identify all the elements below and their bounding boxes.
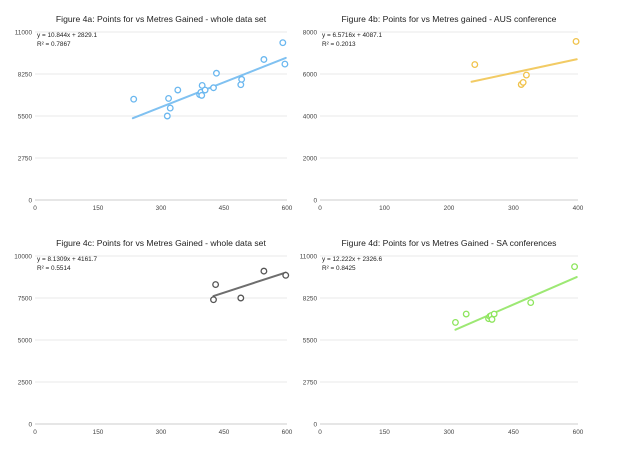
data-point	[260, 267, 268, 275]
data-point	[163, 112, 171, 120]
data-point	[527, 299, 535, 307]
y-tick-label: 10000	[14, 254, 32, 261]
y-tick-label: 5500	[18, 114, 33, 121]
x-tick-label: 0	[318, 205, 322, 212]
y-tick-label: 8250	[18, 72, 33, 79]
trendline-equation: y = 6.5716x + 4087.1	[322, 32, 382, 39]
x-tick-label: 200	[444, 205, 455, 212]
r-squared-label: R² = 0.7867	[37, 41, 71, 48]
chart-figure-4a: Figure 4a: Points for vs Metres Gained -…	[15, 14, 293, 212]
y-tick-label: 2500	[18, 380, 33, 387]
data-point	[572, 38, 580, 45]
y-tick-label: 4000	[303, 114, 318, 121]
x-tick-label: 600	[573, 429, 584, 436]
y-tick-label: 2750	[18, 156, 33, 163]
x-tick-label: 0	[318, 429, 322, 436]
chart-title-4c: Figure 4c: Points for vs Metres Gained -…	[56, 238, 266, 248]
data-point	[212, 69, 220, 77]
data-point	[237, 81, 245, 89]
y-tick-label: 0	[28, 198, 32, 205]
trendline-equation: y = 10.844x + 2829.1	[37, 32, 97, 39]
data-point	[201, 86, 209, 94]
x-tick-label: 150	[93, 205, 104, 212]
y-tick-label: 6000	[303, 72, 318, 79]
trendline-equation: y = 12.222x + 2326.6	[322, 256, 382, 263]
y-tick-label: 5500	[303, 338, 318, 345]
data-point	[279, 39, 287, 47]
trendline	[454, 276, 578, 331]
x-tick-label: 600	[282, 429, 293, 436]
data-point	[452, 318, 459, 326]
y-tick-label: 11000	[15, 30, 33, 37]
data-point	[130, 95, 138, 103]
data-point	[198, 91, 206, 99]
r-squared-label: R² = 0.2013	[322, 41, 356, 48]
chart-figure-4d: Figure 4d: Points for vs Metres Gained -…	[300, 238, 584, 436]
trendline-equation: y = 8.1309x + 4161.7	[37, 256, 97, 263]
y-tick-label: 5000	[18, 338, 33, 345]
r-squared-label: R² = 0.8425	[322, 265, 356, 272]
data-point	[165, 94, 173, 102]
x-tick-label: 300	[156, 205, 167, 212]
y-tick-label: 2000	[303, 156, 318, 163]
data-point	[571, 263, 579, 271]
y-tick-label: 0	[313, 198, 317, 205]
y-tick-label: 7500	[18, 296, 33, 303]
chart-title-4b: Figure 4b: Points for vs Metres gained -…	[342, 14, 557, 24]
chart-figure-4c: Figure 4c: Points for vs Metres Gained -…	[14, 238, 293, 436]
x-tick-label: 300	[444, 429, 455, 436]
data-point	[238, 75, 246, 83]
y-tick-label: 0	[28, 422, 32, 429]
chart-title-4a: Figure 4a: Points for vs Metres Gained -…	[56, 14, 267, 24]
data-point	[281, 60, 289, 68]
data-point	[260, 56, 268, 63]
data-point	[212, 281, 220, 289]
x-tick-label: 100	[379, 205, 390, 212]
chart-figure-4b: Figure 4b: Points for vs Metres gained -…	[303, 14, 584, 212]
x-tick-label: 400	[573, 205, 584, 212]
data-point	[282, 271, 290, 279]
x-tick-label: 0	[33, 429, 37, 436]
r-squared-label: R² = 0.5514	[37, 265, 71, 272]
data-point	[471, 61, 479, 69]
x-tick-label: 150	[93, 429, 104, 436]
x-tick-label: 150	[379, 429, 390, 436]
x-tick-label: 300	[156, 429, 167, 436]
x-tick-label: 600	[282, 205, 293, 212]
data-point	[519, 78, 527, 86]
data-point	[174, 86, 182, 94]
data-point	[166, 104, 174, 112]
trendline	[470, 58, 578, 83]
y-tick-label: 8000	[303, 30, 318, 37]
data-point	[210, 296, 217, 304]
x-tick-label: 300	[508, 205, 519, 212]
y-tick-label: 11000	[300, 254, 318, 261]
data-point	[237, 294, 245, 302]
trendline	[212, 271, 287, 298]
x-tick-label: 450	[219, 429, 230, 436]
data-point	[462, 310, 470, 318]
x-tick-label: 0	[33, 205, 37, 212]
y-tick-label: 2750	[303, 380, 318, 387]
data-point	[490, 310, 498, 318]
chart-title-4d: Figure 4d: Points for vs Metres Gained -…	[342, 238, 557, 248]
x-tick-label: 450	[508, 429, 519, 436]
trendline	[131, 56, 287, 120]
y-tick-label: 0	[313, 422, 317, 429]
data-point	[522, 71, 530, 79]
x-tick-label: 450	[219, 205, 230, 212]
y-tick-label: 8250	[303, 296, 318, 303]
data-point	[210, 84, 217, 92]
